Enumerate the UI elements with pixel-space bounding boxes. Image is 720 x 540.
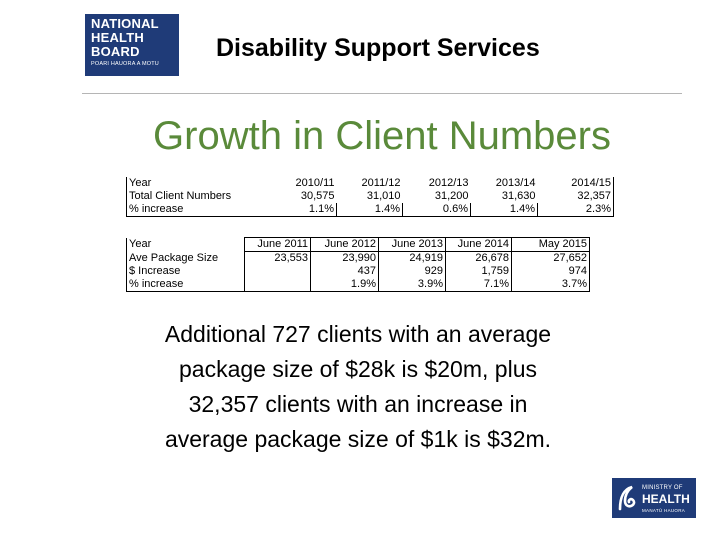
table-cell: 1.9% (310, 278, 379, 292)
table-cell: 7.1% (445, 278, 512, 292)
table-row: Ave Package Size 23,553 23,990 24,919 26… (126, 251, 590, 265)
body-text: Additional 727 clients with an average p… (100, 317, 616, 457)
table-cell: 1.4% (470, 203, 538, 217)
table-row: % increase 1.9% 3.9% 7.1% 3.7% (126, 278, 590, 292)
client-numbers-table: Year 2010/11 2011/12 2012/13 2013/14 201… (126, 177, 614, 217)
table-cell: 1.4% (336, 203, 403, 217)
table-header-cell: June 2012 (310, 237, 379, 252)
table-header-cell: 2012/13 (428, 177, 469, 189)
table-header-cell: May 2015 (511, 237, 590, 252)
table-cell: 2.3% (537, 203, 614, 217)
body-line-3: 32,357 clients with an increase in (188, 391, 528, 417)
body-line-2: package size of $28k is $20m, plus (179, 356, 537, 382)
body-line-4: average package size of $1k is $32m. (164, 426, 552, 452)
table-cell (244, 265, 311, 278)
table-cell: % increase (126, 278, 245, 292)
table-cell: 27,652 (511, 251, 590, 265)
table-cell: 3.7% (511, 278, 590, 292)
slide-title: Growth in Client Numbers (153, 114, 611, 158)
header-title: Disability Support Services (216, 34, 540, 62)
national-health-board-logo: NATIONAL HEALTH BOARD POARI HAUORA A MOT… (85, 14, 179, 76)
table-cell: 30,575 (300, 190, 335, 202)
body-line-1: Additional 727 clients with an average (164, 321, 552, 347)
table-cell: % increase (126, 203, 269, 217)
header-divider (82, 93, 682, 94)
table-header-row: Year 2010/11 2011/12 2012/13 2013/14 201… (126, 177, 614, 190)
table-header-cell: Year (126, 237, 245, 252)
table-cell: 23,553 (244, 251, 311, 265)
package-size-table: Year June 2011 June 2012 June 2013 June … (126, 237, 590, 292)
logo-tagline: MANATŪ HAUORA (642, 508, 686, 513)
table-header-cell: 2014/15 (537, 177, 614, 190)
logo-big-text: HEALTH (642, 492, 690, 506)
table-row: $ Increase 437 929 1,759 974 (126, 265, 590, 278)
table-row: Total Client Numbers 30,575 31,010 31,20… (126, 190, 614, 203)
table-cell: 31,630 (501, 190, 536, 202)
logo-small-text: MINISTRY OF (642, 485, 683, 491)
table-header-cell: June 2011 (244, 237, 311, 252)
table-cell: Ave Package Size (126, 251, 245, 265)
table-cell: $ Increase (126, 265, 245, 278)
table-header-cell: Year (126, 177, 269, 190)
table-header-row: Year June 2011 June 2012 June 2013 June … (126, 237, 590, 252)
table-cell: 23,990 (310, 251, 379, 265)
table-cell: 31,200 (434, 190, 469, 202)
table-cell: 437 (310, 265, 379, 278)
table-cell: 974 (511, 265, 590, 278)
table-header-cell: 2010/11 (295, 177, 335, 189)
table-cell: 31,010 (366, 190, 401, 202)
table-cell: 1.1% (268, 203, 337, 217)
logo-line-2: HEALTH (91, 30, 144, 45)
koru-icon (618, 485, 636, 511)
table-cell: Total Client Numbers (126, 190, 269, 203)
logo-line-3: BOARD (91, 44, 140, 59)
table-row: % increase 1.1% 1.4% 0.6% 1.4% 2.3% (126, 203, 614, 217)
table-cell: 26,678 (445, 251, 512, 265)
table-header-cell: June 2014 (445, 237, 512, 252)
table-cell: 32,357 (537, 190, 614, 203)
ministry-of-health-logo: MINISTRY OF HEALTH MANATŪ HAUORA (612, 478, 696, 518)
logo-subtitle: POARI HAUORA A MOTU (91, 61, 159, 67)
table-cell: 1,759 (445, 265, 512, 278)
table-cell: 929 (378, 265, 446, 278)
table-cell (244, 278, 311, 292)
table-header-cell: June 2013 (378, 237, 446, 252)
table-header-cell: 2011/12 (361, 177, 401, 189)
logo-line-1: NATIONAL (91, 16, 159, 31)
table-cell: 0.6% (402, 203, 471, 217)
table-cell: 24,919 (378, 251, 446, 265)
table-header-cell: 2013/14 (495, 177, 536, 189)
table-cell: 3.9% (378, 278, 446, 292)
